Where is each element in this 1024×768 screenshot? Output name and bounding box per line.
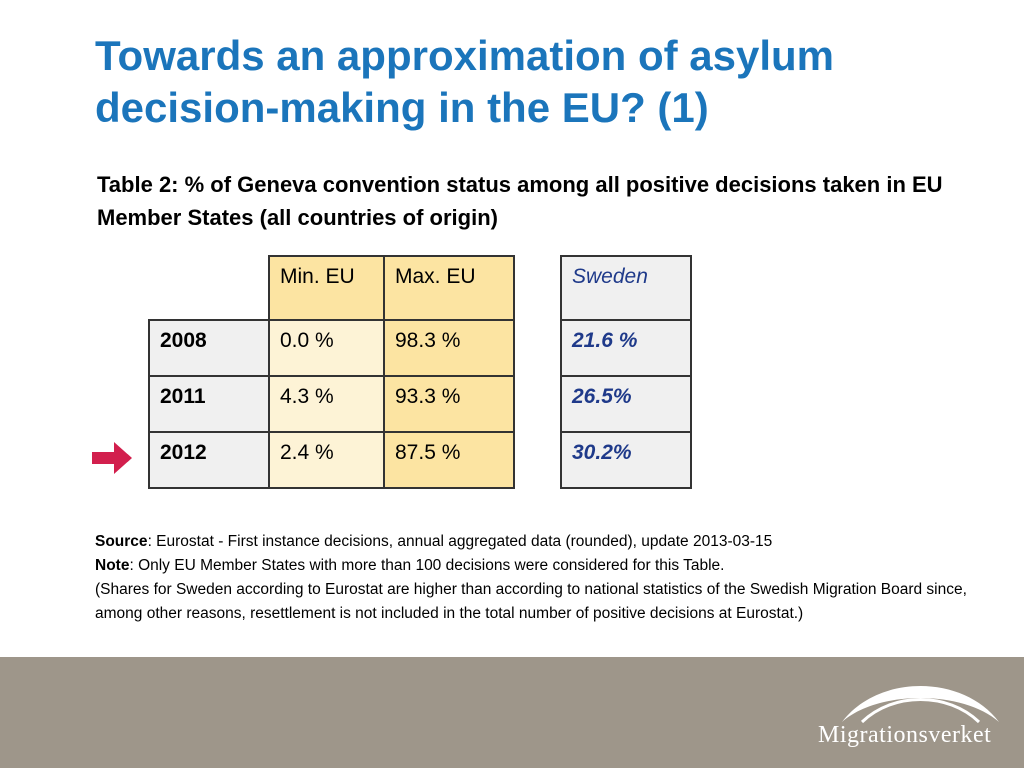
- row-year: 2008: [148, 319, 270, 377]
- sweden-header-row: Sweden: [560, 255, 692, 321]
- header-sweden: Sweden: [560, 255, 692, 321]
- row-year: 2012: [148, 431, 270, 489]
- bridge-arc-logo: [842, 686, 999, 724]
- empty-corner-cell: [149, 256, 269, 320]
- header-min-eu: Min. EU: [268, 255, 385, 321]
- source-text: : Eurostat - First instance decisions, a…: [147, 533, 773, 550]
- sweden-value: 26.5%: [560, 375, 692, 433]
- header-max-eu: Max. EU: [383, 255, 515, 321]
- logo-wordmark: Migrationsverket: [818, 722, 992, 748]
- sweden-value: 30.2%: [560, 431, 692, 489]
- eu-range-table: Min. EU Max. EU 2008 0.0 % 98.3 % 2011 4…: [148, 255, 515, 489]
- table-row: 2011 4.3 % 93.3 %: [148, 375, 515, 433]
- row-year: 2011: [148, 375, 270, 433]
- table-row: 2008 0.0 % 98.3 %: [148, 319, 515, 377]
- arrow-right-icon: [92, 442, 132, 474]
- table-caption: Table 2: % of Geneva convention status a…: [97, 172, 943, 230]
- slide-title: Towards an approximation of asylum decis…: [95, 32, 835, 131]
- cell-max: 98.3 %: [383, 319, 515, 377]
- cell-max: 87.5 %: [383, 431, 515, 489]
- note-text: : Only EU Member States with more than 1…: [129, 557, 725, 574]
- table-row: 2012 2.4 % 87.5 %: [148, 431, 515, 489]
- table-row: 26.5%: [560, 375, 692, 433]
- sweden-table: Sweden 21.6 % 26.5% 30.2%: [560, 255, 692, 489]
- cell-min: 0.0 %: [268, 319, 385, 377]
- table-header-row: Min. EU Max. EU: [149, 255, 515, 321]
- cell-min: 2.4 %: [268, 431, 385, 489]
- table-row: 21.6 %: [560, 319, 692, 377]
- table-row: 30.2%: [560, 431, 692, 489]
- source-label: Source: [95, 533, 148, 550]
- source-note: Source: Eurostat - First instance decisi…: [95, 530, 975, 554]
- cell-min: 4.3 %: [268, 375, 385, 433]
- footnotes: Source: Eurostat - First instance decisi…: [95, 530, 975, 626]
- sweden-note: (Shares for Sweden according to Eurostat…: [95, 581, 967, 622]
- sweden-value: 21.6 %: [560, 319, 692, 377]
- method-note: Note: Only EU Member States with more th…: [95, 554, 975, 578]
- note-label: Note: [95, 557, 130, 574]
- cell-max: 93.3 %: [383, 375, 515, 433]
